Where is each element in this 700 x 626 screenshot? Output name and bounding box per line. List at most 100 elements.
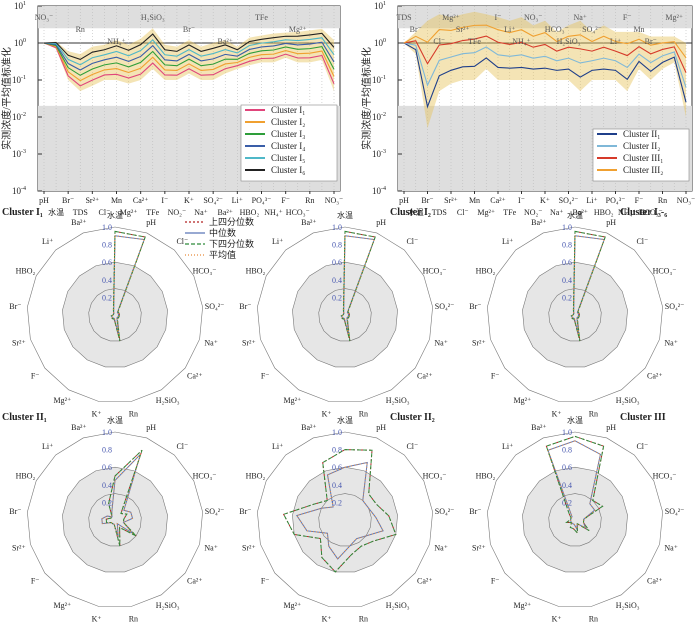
radar-axis-label: F⁻ — [261, 371, 270, 380]
radar-r-tick: 0.4 — [332, 481, 342, 490]
radar-axis-label: HBO₂ — [476, 471, 496, 480]
radar-series — [340, 230, 376, 342]
radar-axis-label: K⁺ — [552, 614, 562, 623]
radar-axis-label: Mg²⁺ — [53, 396, 71, 405]
annotation: Mg²⁺ — [442, 13, 460, 22]
annotation: Rn — [76, 25, 85, 34]
radar-axis-label: Li⁺ — [272, 442, 283, 451]
x-tick-label-top: Ca²⁺ — [490, 196, 506, 205]
radar-axis-label: Ba²⁺ — [301, 423, 317, 432]
x-tick-label-bottom: HBO₂ — [240, 208, 260, 217]
annotation: NH₄⁺ — [107, 37, 126, 46]
radar-axis-label: Na⁺ — [204, 338, 218, 347]
radar-axis-label: HBO₂ — [16, 471, 36, 480]
radar-axis-label: Br⁻ — [239, 507, 251, 516]
x-tick-label-bottom: 水温 — [48, 207, 64, 217]
radar-axis-label: H₂SiO₃ — [616, 601, 640, 610]
x-tick-label-bottom: Na⁺ — [550, 208, 564, 217]
radar-axis-label: Br⁻ — [469, 302, 481, 311]
x-tick-label-top: I⁻ — [161, 196, 168, 205]
annotation: Mg²⁺ — [665, 13, 683, 22]
x-tick-label-top: Mn — [111, 196, 122, 205]
y-tick-label: 101 — [374, 1, 386, 11]
radar-r-tick: 0.8 — [332, 446, 342, 455]
radar-legend-label: 中位数 — [209, 227, 236, 238]
annotation: Cl⁻ — [433, 37, 445, 46]
radar-axis-label: Cl⁻ — [406, 442, 418, 451]
legend-label: Cluster III₁ — [623, 153, 663, 163]
radar-axis-label: Rn — [359, 409, 368, 418]
annotation: H₂SiO₃ — [557, 37, 581, 46]
legend-box — [240, 104, 338, 182]
y-tick-exp: 0 — [383, 38, 386, 44]
y-tick-label: 10-2 — [372, 112, 386, 122]
radar-r-tick: 0.2 — [102, 293, 112, 302]
y-tick-label: 100 — [14, 38, 26, 48]
x-tick-label-bottom: NH₄⁺ — [618, 208, 637, 217]
annotation: F⁻ — [623, 13, 632, 22]
annotation: NO₃⁻ — [524, 13, 543, 22]
radar-axis-label: Rn — [589, 409, 598, 418]
radar-axis-label: Ca²⁺ — [187, 576, 203, 585]
radar-r-tick: 0.4 — [332, 276, 342, 285]
y-tick-exp: -3 — [21, 149, 26, 155]
radar-r-tick: 0.2 — [562, 293, 572, 302]
radar-axis-label: Li⁺ — [42, 237, 53, 246]
radar-axis-label: HCO₃⁻ — [193, 266, 217, 275]
radar-r-tick: 1.0 — [332, 223, 342, 232]
radar-legend-label: 下四分位数 — [209, 238, 254, 249]
legend-box — [592, 128, 690, 182]
radar-r-tick: 0.2 — [332, 293, 342, 302]
radar-axis-label: H₂SiO₃ — [156, 396, 180, 405]
x-tick-label-top: Li⁺ — [586, 196, 597, 205]
x-tick-label-bottom: TDS — [432, 208, 447, 217]
radar-axis-label: Mg²⁺ — [513, 601, 531, 610]
radar-axis-label: SO₄²⁻ — [205, 302, 225, 311]
radar-axis-label: Ba²⁺ — [531, 218, 547, 227]
legend-label: Cluster I₂ — [271, 117, 305, 127]
y-tick-exp: -4 — [381, 186, 386, 192]
radar-axis-label: Ba²⁺ — [531, 423, 547, 432]
y-tick-label: 10-3 — [12, 149, 26, 159]
radar-axis-label: pH — [376, 423, 386, 432]
radar-r-tick: 0.4 — [562, 481, 572, 490]
y-tick-label: 10-1 — [372, 75, 386, 85]
annotation: Sr²⁺ — [456, 25, 470, 34]
y-tick-exp: -3 — [381, 149, 386, 155]
radar-r-tick: 0.8 — [102, 446, 112, 455]
x-tick-label-top: PO₄³⁻ — [252, 196, 272, 205]
x-tick-label-bottom: Cl⁻ — [99, 208, 111, 217]
radar-ring — [548, 493, 602, 547]
x-tick-label-top: Mn — [469, 196, 480, 205]
radar-r-tick: 0.4 — [102, 276, 112, 285]
data-envelope — [404, 11, 686, 129]
radar-axis-label: Sr²⁺ — [242, 543, 256, 552]
annotation: Br⁻ — [410, 25, 422, 34]
radar-series — [296, 461, 384, 560]
radar-series — [570, 235, 605, 337]
radar-axis-label: Rn — [129, 409, 138, 418]
legend-label: Cluster I₅ — [271, 153, 305, 163]
radar-axis-label: Cl⁻ — [636, 442, 648, 451]
radar-title: Cluster III — [620, 412, 666, 423]
radar-axis-label: Br⁻ — [9, 507, 21, 516]
y-tick-exp: -4 — [21, 186, 26, 192]
x-tick-label-bottom: NO₂⁻ — [168, 208, 187, 217]
y-tick-exp: -2 — [381, 112, 386, 118]
upper-band — [38, 6, 340, 29]
radar-r-tick: 0.2 — [102, 498, 112, 507]
series-line — [403, 35, 687, 73]
radar-axis-label: 水温 — [567, 415, 583, 425]
x-tick-label-top: Rn — [305, 196, 314, 205]
annotation: NO₃⁻ — [35, 13, 54, 22]
radar-axis-label: 水温 — [107, 415, 123, 425]
radar-axis-label: Ca²⁺ — [417, 371, 433, 380]
radar-r-tick: 0.8 — [562, 241, 572, 250]
y-tick-label: 101 — [14, 1, 26, 11]
radar-legend-label: 上四分位数 — [209, 216, 254, 227]
radar-r-tick: 0.2 — [332, 498, 342, 507]
annotation: Mg²⁺ — [289, 25, 307, 34]
radar-title: Cluster I₂ — [390, 207, 431, 218]
radar-r-tick: 0.6 — [102, 258, 112, 267]
radar-axis-label: K⁺ — [92, 614, 102, 623]
